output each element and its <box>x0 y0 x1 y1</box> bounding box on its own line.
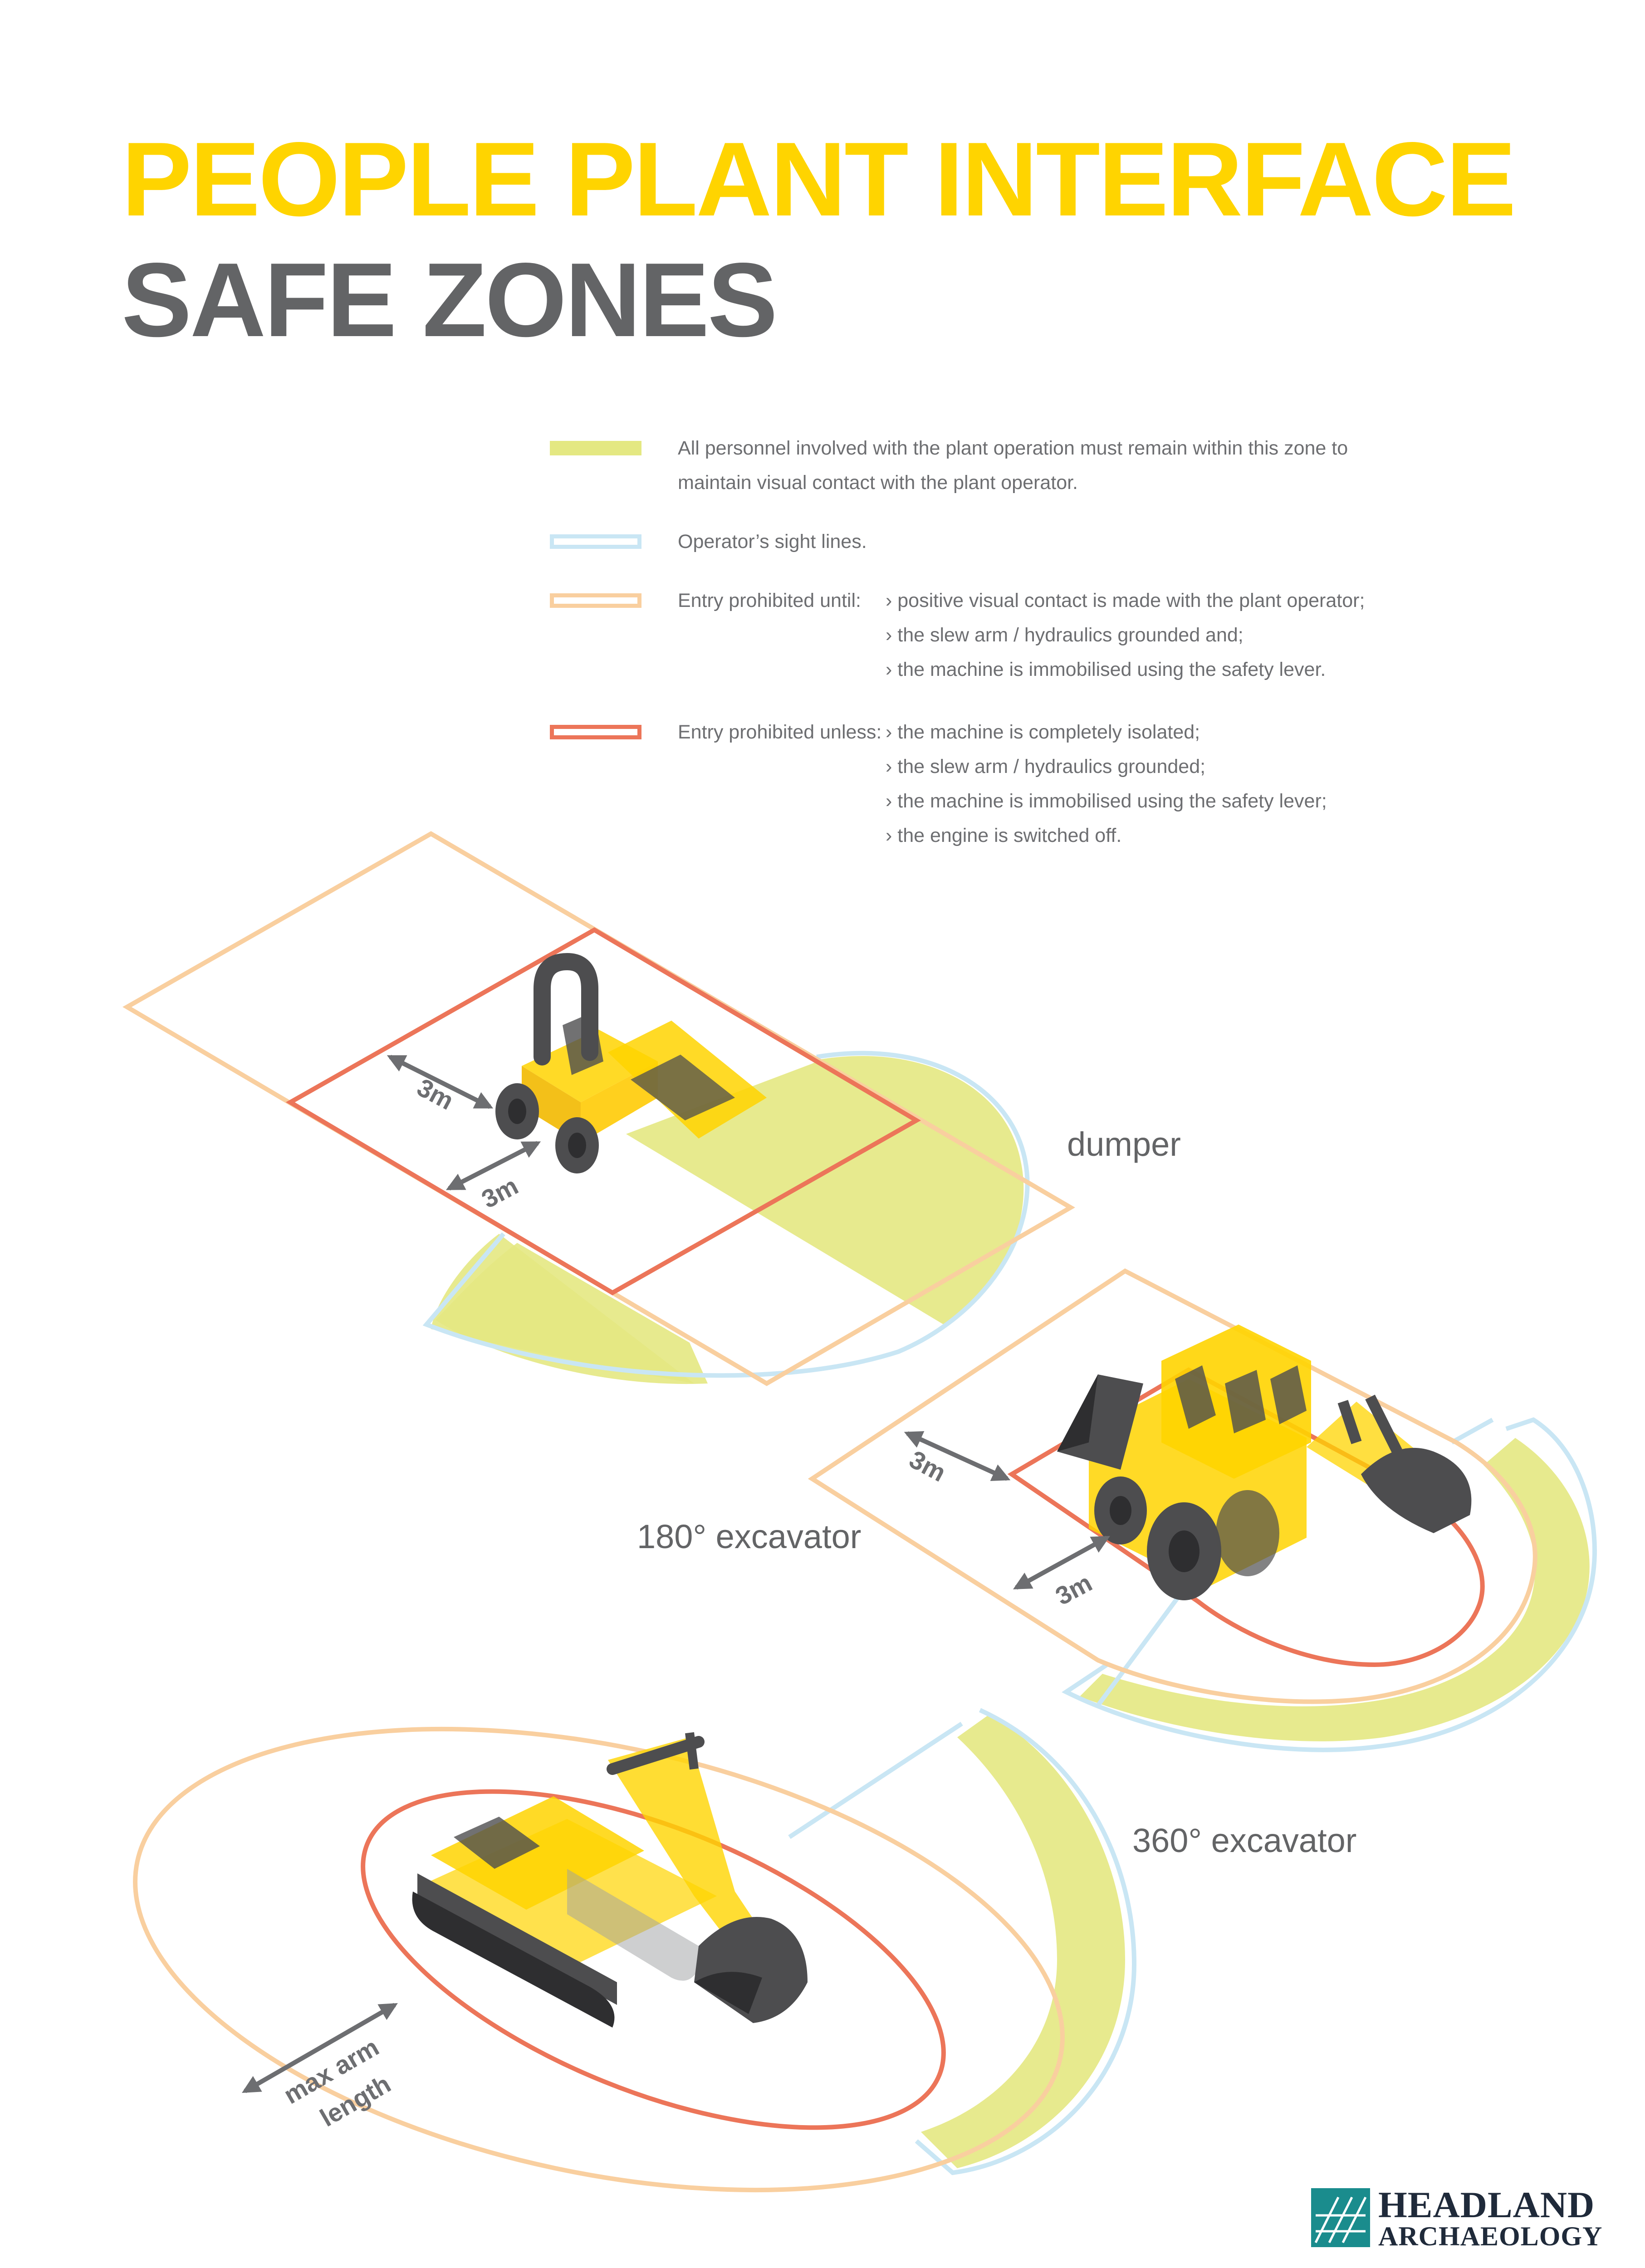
list-item: › the slew arm / hydraulics grounded; <box>886 756 1206 777</box>
dumper-dimension-arrow-2 <box>446 1141 541 1191</box>
red-outline-swatch <box>550 725 641 739</box>
dumper-label: dumper <box>1067 1125 1181 1163</box>
legend-visual-zone-line2: maintain visual contact with the plant o… <box>678 472 1078 494</box>
headland-logo: HEADLAND ARCHAEOLOGY <box>1311 2184 1602 2254</box>
dumper-dimension-label-1: 3m <box>412 1073 458 1115</box>
legend-entry-unless-label: Entry prohibited unless: <box>678 721 882 743</box>
legend-entry-unless-list: › the machine is completely isolated; › … <box>886 715 1327 853</box>
excavator-180-dimension-arrow-1 <box>904 1431 1011 1481</box>
excavator-360-diagram: max arm length <box>133 1708 1137 2193</box>
blue-outline-swatch <box>550 534 641 549</box>
legend-sight-lines-text: Operator’s sight lines. <box>678 531 867 552</box>
dumper-dimension-arrow-1 <box>387 1055 494 1109</box>
excavator-180-label: 180° excavator <box>637 1518 862 1555</box>
dumper-machine <box>495 953 767 1173</box>
excavator-180-dimension-label-2: 3m <box>1051 1568 1097 1611</box>
list-item: › the engine is switched off. <box>886 825 1122 846</box>
dumper-diagram: 3m 3m <box>122 831 1075 1386</box>
list-item: › positive visual contact is made with t… <box>886 590 1365 611</box>
excavator-180-sight-lines <box>1062 1417 1597 1752</box>
excavator-180-inner-zone <box>1007 1367 1485 1667</box>
list-item: › the machine is completely isolated; <box>886 721 1200 743</box>
green-zone-swatch <box>550 441 641 455</box>
logo-text-line-1: HEADLAND <box>1378 2184 1595 2225</box>
list-item: › the machine is immobilised using the s… <box>886 790 1327 812</box>
list-item: › the machine is immobilised using the s… <box>886 659 1326 680</box>
excavator-360-sight-lines <box>788 1708 1137 2175</box>
dumper-inner-zone <box>286 927 921 1295</box>
excavator-180-dimension-arrow-2 <box>1013 1535 1111 1590</box>
logo-mark-icon <box>1311 2188 1370 2247</box>
title-line-2: SAFE ZONES <box>122 241 778 359</box>
excavator-180-outer-zone <box>808 1268 1537 1704</box>
logo-text-line-2: ARCHAEOLOGY <box>1378 2221 1603 2251</box>
excavator-360-machine <box>412 1732 808 2028</box>
excavator-180-machine <box>1057 1325 1472 1600</box>
excavator-180-visual-zone <box>1080 1438 1590 1741</box>
excavator-180-diagram: 3m 3m <box>808 1268 1597 1752</box>
excavator-360-dimension-arrow <box>242 2003 398 2093</box>
dumper-sight-lines <box>422 1051 1030 1378</box>
legend-visual-zone-line1: All personnel involved with the plant op… <box>678 437 1348 459</box>
peach-outline-swatch <box>550 593 641 608</box>
dumper-dimension-label-2: 3m <box>477 1171 523 1214</box>
excavator-360-visual-zone <box>921 1715 1125 2168</box>
legend-entry-until-list: › positive visual contact is made with t… <box>886 583 1365 687</box>
list-item: › the slew arm / hydraulics grounded and… <box>886 624 1244 646</box>
title-line-1: PEOPLE PLANT INTERFACE <box>122 121 1516 238</box>
excavator-360-label: 360° excavator <box>1132 1822 1357 1859</box>
legend-entry-until-label: Entry prohibited until: <box>678 590 861 611</box>
